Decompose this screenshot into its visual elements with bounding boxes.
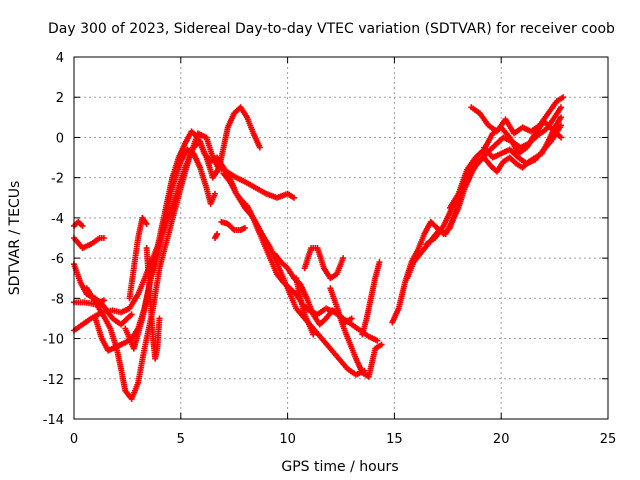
axis-ticks [73, 56, 609, 420]
data-point [558, 122, 565, 129]
series-track-17 [327, 285, 385, 380]
x-tick-label: 10 [279, 432, 296, 447]
y-tick-label: -6 [51, 252, 64, 267]
data-point [378, 341, 385, 348]
series-track-23 [468, 94, 567, 137]
data-point [256, 144, 263, 151]
y-tick-label: -4 [51, 212, 64, 227]
series-track-20 [404, 114, 565, 282]
data-point [128, 311, 135, 318]
x-tick-label: 25 [600, 432, 617, 447]
series-track-2 [71, 235, 107, 252]
series-track-6 [83, 130, 298, 402]
data-point [310, 331, 317, 338]
y-tick-label: -14 [43, 413, 64, 428]
data-point [558, 134, 565, 141]
series-track-13 [211, 230, 221, 241]
y-tick-label: -8 [51, 292, 64, 307]
data-point [374, 337, 381, 344]
data-point [340, 255, 347, 262]
series-track-24 [481, 122, 565, 167]
series-track-1 [71, 218, 86, 229]
x-tick-labels: 0 5 10 15 20 25 [70, 432, 616, 447]
series-track-10 [143, 245, 163, 362]
y-tick-label: 2 [56, 91, 64, 106]
data-point [143, 220, 150, 227]
data-point [156, 315, 163, 322]
x-tick-label: 15 [386, 432, 403, 447]
y-tick-label: -10 [43, 333, 64, 348]
data-point [241, 224, 248, 231]
series-track-11 [220, 170, 381, 344]
y-tick-label: -12 [43, 373, 64, 388]
y-tick-labels: -14 -12 -10 -8 -6 -4 -2 0 2 4 [43, 51, 64, 428]
data-point [560, 94, 567, 101]
series-track-22 [446, 118, 565, 211]
series-track-16 [293, 275, 317, 338]
data-point [79, 222, 86, 229]
chart-title: Day 300 of 2023, Sidereal Day-to-day VTE… [48, 21, 615, 37]
y-axis-title: SDTVAR / TECUs [7, 181, 23, 296]
data-point [348, 315, 355, 322]
series-track-15 [301, 245, 347, 282]
y-tick-label: 0 [56, 131, 64, 146]
y-tick-label: 4 [56, 51, 64, 66]
series-track-9 [126, 214, 150, 302]
x-tick-label: 5 [177, 432, 185, 447]
data-point [558, 114, 565, 121]
data-point [214, 230, 221, 237]
series-track-12 [218, 218, 248, 233]
data-point [291, 194, 298, 201]
data-point [376, 259, 383, 266]
plot-frame [73, 56, 609, 420]
data-point [558, 104, 565, 111]
series-track-18 [359, 259, 383, 338]
data-point [100, 235, 107, 241]
data-points [71, 94, 567, 402]
x-tick-label: 0 [70, 432, 78, 447]
x-tick-label: 20 [493, 432, 510, 447]
data-point [211, 190, 218, 197]
y-tick-label: -2 [51, 172, 64, 187]
x-axis-title: GPS time / hours [281, 459, 398, 475]
data-point [100, 297, 107, 304]
